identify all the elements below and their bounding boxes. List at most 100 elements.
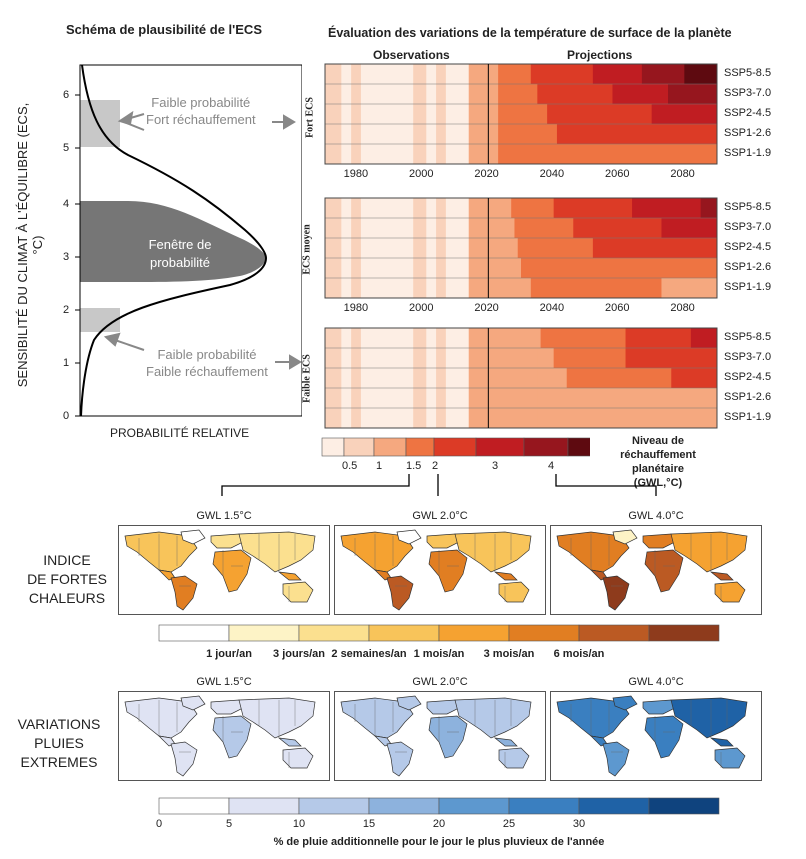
rain-map-2-0: GWL 2.0°C [334, 676, 546, 781]
gwl-swatch-7 [567, 437, 590, 457]
x-tick-1-2: 2020 [474, 302, 499, 314]
scenario-label-2-2: SSP2-4.5 [724, 371, 772, 383]
heat-tick-1: 3 jours/an [273, 648, 325, 660]
region-au [498, 747, 530, 769]
gwl-tick-4: 3 [492, 460, 499, 472]
x-tick-0-5: 2080 [670, 168, 695, 180]
heat-tick-5: 6 mois/an [553, 648, 605, 660]
scenario-label-2-4: SSP1-1.9 [724, 411, 772, 423]
gwl-tick-5: 4 [548, 460, 555, 472]
rain-swatch-6 [578, 797, 650, 815]
ecs-tick-5: 5 [63, 142, 70, 154]
heat-map-4-0: GWL 4.0°C [550, 510, 762, 615]
heat-swatch-2 [298, 624, 370, 642]
region-af [428, 715, 468, 759]
probability-window [80, 201, 266, 282]
scenario-label-1-4: SSP1-1.9 [724, 281, 772, 293]
x-tick-1-4: 2060 [605, 302, 630, 314]
region-sea [493, 737, 518, 747]
heat-swatch-0 [158, 624, 230, 642]
rain-tick-5: 25 [502, 818, 516, 830]
ecs-x-axis-label: PROBABILITÉ RELATIVE [110, 426, 250, 440]
scenario-label-0-2: SSP2-4.5 [724, 107, 772, 119]
ecs-tick-6: 6 [63, 89, 70, 101]
region-eu [426, 699, 460, 715]
x-tick-1-1: 2000 [409, 302, 434, 314]
region-sea [277, 737, 302, 747]
panel-label-medium: ECS moyen [301, 224, 313, 275]
rain-row-label: VARIATIONS PLUIES EXTREMES [17, 716, 101, 770]
gwl-tick-1: 1 [376, 460, 383, 472]
gwl-swatch-2 [373, 437, 407, 457]
rain-tick-4: 20 [432, 818, 446, 830]
rain-tick-6: 30 [572, 818, 586, 830]
gwl-tick-0: 0.5 [342, 460, 358, 472]
region-af [428, 549, 468, 593]
gwl-swatch-6 [523, 437, 569, 457]
rain-swatch-4 [438, 797, 510, 815]
heat-swatch-3 [368, 624, 440, 642]
region-sa [602, 575, 630, 611]
ecs-tick-0: 0 [63, 410, 70, 422]
region-sa [386, 741, 414, 777]
region-as [670, 531, 748, 573]
heat-tick-3: 1 mois/an [413, 648, 465, 660]
scenario-label-1-1: SSP3-7.0 [724, 221, 772, 233]
heat-swatch-6 [578, 624, 650, 642]
low-probability-high-band [80, 100, 120, 147]
region-af [644, 715, 684, 759]
region-sea [709, 571, 734, 581]
region-green [396, 695, 422, 711]
scenario-label-1-0: SSP5-8.5 [724, 201, 772, 213]
region-sa [386, 575, 414, 611]
ecs-plausibility-plot [75, 64, 302, 417]
panel-label-high: Fort ECS [304, 97, 316, 138]
region-green [612, 695, 638, 711]
region-as [670, 697, 748, 739]
heat-swatch-4 [438, 624, 510, 642]
heat-map-2-0: GWL 2.0°C [334, 510, 546, 615]
scenario-label-2-1: SSP3-7.0 [724, 351, 772, 363]
region-au [282, 581, 314, 603]
panel-label-low: Faible ECS [301, 354, 313, 403]
scenario-label-2-3: SSP1-2.6 [724, 391, 772, 403]
projections-label: Projections [567, 48, 633, 62]
gwl-tick-3: 2 [432, 460, 439, 472]
heat-swatch-5 [508, 624, 580, 642]
heat-map-1-5: GWL 1.5°C [118, 510, 330, 615]
rain-swatch-2 [298, 797, 370, 815]
region-eu [642, 533, 676, 549]
x-tick-1-5: 2080 [670, 302, 695, 314]
scenario-label-2-0: SSP5-8.5 [724, 331, 772, 343]
region-green [612, 529, 638, 545]
gwl-swatch-5 [475, 437, 525, 457]
rain-tick-3: 15 [362, 818, 376, 830]
region-sea [277, 571, 302, 581]
x-tick-0-3: 2040 [539, 168, 565, 180]
x-tick-1-0: 1980 [343, 302, 369, 314]
region-green [396, 529, 422, 545]
low-warming-label: Faible probabilité Faible réchauffement [146, 347, 268, 379]
ecs-tick-1: 1 [63, 357, 70, 369]
region-eu [210, 533, 244, 549]
strip-panel-2 [324, 327, 718, 429]
region-sea [709, 737, 734, 747]
plausibility-curve [80, 64, 268, 417]
region-sa [170, 741, 198, 777]
rain-legend-title: % de pluie additionnelle pour le jour le… [273, 836, 605, 848]
temperature-panel-title: Évaluation des variations de la températ… [328, 26, 732, 40]
region-green [180, 695, 206, 711]
region-af [212, 549, 252, 593]
x-tick-1-3: 2040 [539, 302, 565, 314]
rain-swatch-7 [648, 797, 720, 815]
rain-map-4-0: GWL 4.0°C [550, 676, 762, 781]
region-eu [426, 533, 460, 549]
region-as [454, 531, 532, 573]
heat-swatch-7 [648, 624, 720, 642]
scenario-label-0-4: SSP1-1.9 [724, 147, 772, 159]
x-tick-0-4: 2060 [605, 168, 630, 180]
gwl-swatch-1 [343, 437, 375, 457]
rain-swatch-0 [158, 797, 230, 815]
scenario-label-0-1: SSP3-7.0 [724, 87, 772, 99]
rain-swatch-1 [228, 797, 300, 815]
